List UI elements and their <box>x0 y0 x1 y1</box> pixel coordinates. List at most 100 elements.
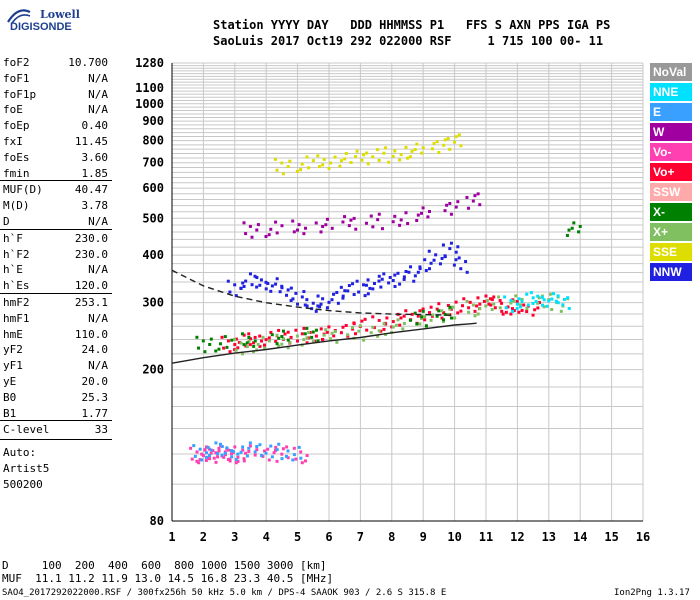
param-value: 20.0 <box>81 374 109 388</box>
echo-point <box>531 301 535 305</box>
y-tick-label: 600 <box>142 181 164 195</box>
echo-point <box>354 227 358 231</box>
echo-point <box>536 294 540 298</box>
echo-point <box>339 159 343 163</box>
param-row: C-level 33 <box>0 421 168 437</box>
param-name: D <box>3 214 10 228</box>
header-labels: Station YYYY DAY DDD HHMMSS P1 FFS S AXN… <box>213 18 611 32</box>
echo-point <box>220 335 224 339</box>
echo-point <box>393 284 397 288</box>
echo-point <box>404 309 408 313</box>
echo-point <box>421 206 425 210</box>
echo-point <box>351 282 355 286</box>
echo-point <box>274 339 278 343</box>
footer-file-info: SAO4_2017292022000.RSF / 300fx256h 50 kH… <box>2 588 447 598</box>
echo-point <box>209 451 213 455</box>
echo-point <box>286 456 290 460</box>
legend-item-vo: Vo+ <box>650 163 692 181</box>
echo-point <box>294 291 298 295</box>
param-separator <box>0 292 112 294</box>
echo-point <box>443 138 447 142</box>
echo-point <box>302 326 306 330</box>
echo-point <box>327 300 331 304</box>
echo-point <box>275 168 279 172</box>
echo-point <box>339 285 343 289</box>
echo-point <box>448 307 452 311</box>
echo-point <box>416 314 420 318</box>
echo-point <box>302 232 306 236</box>
echo-point <box>391 320 395 324</box>
echo-point <box>408 155 412 159</box>
echo-point <box>366 278 370 282</box>
echo-point <box>329 337 332 341</box>
echo-point <box>453 140 456 144</box>
echo-point <box>247 335 251 339</box>
param-value: 1.85 <box>81 166 109 180</box>
echo-point <box>244 279 248 283</box>
param-value: N/A <box>88 71 108 85</box>
echo-point <box>362 153 365 157</box>
echo-point <box>266 447 270 451</box>
echo-point <box>404 269 408 273</box>
echo-point <box>404 211 408 215</box>
echo-point <box>195 459 199 463</box>
echo-point <box>461 304 464 308</box>
param-name: foE <box>3 103 23 117</box>
echo-point <box>421 307 425 311</box>
param-value: N/A <box>88 87 108 101</box>
echo-point <box>476 312 480 316</box>
solid-profile-trace <box>171 322 477 364</box>
param-row: h`E N/A <box>0 261 168 277</box>
param-value: 230.0 <box>74 231 108 245</box>
echo-point <box>347 224 351 228</box>
echo-point <box>266 281 270 285</box>
echo-point <box>219 342 223 346</box>
echo-point <box>443 254 447 258</box>
echo-point <box>357 290 361 294</box>
echo-point <box>263 343 266 347</box>
echo-point <box>493 306 497 310</box>
echo-point <box>349 160 353 164</box>
echo-point <box>248 444 252 448</box>
echo-point <box>498 299 502 303</box>
param-row: foEs 3.60 <box>0 149 168 165</box>
echo-point <box>316 304 320 308</box>
param-name: yF1 <box>3 359 23 373</box>
echo-point <box>321 338 324 342</box>
echo-point <box>364 221 368 225</box>
echo-point <box>352 216 356 220</box>
legend-item-noval: NoVal <box>650 63 692 81</box>
x-tick-label: 7 <box>357 530 364 544</box>
echo-point <box>204 459 208 463</box>
echo-point <box>344 323 348 327</box>
echo-point <box>292 453 296 457</box>
echo-point <box>230 452 233 456</box>
param-value: 1.77 <box>81 406 109 420</box>
echo-point <box>225 345 229 349</box>
echo-point <box>341 296 345 300</box>
echo-point <box>352 321 356 325</box>
param-separator <box>0 228 112 230</box>
echo-point <box>245 345 249 349</box>
echo-point <box>220 453 224 457</box>
echo-point <box>413 274 417 278</box>
param-row: h`F 230.0 <box>0 230 168 246</box>
echo-point <box>350 326 354 330</box>
param-row: hmF2 253.1 <box>0 294 168 310</box>
echo-point <box>201 339 205 343</box>
echo-point <box>420 317 423 321</box>
echo-point <box>504 306 508 310</box>
x-tick-label: 2 <box>200 530 207 544</box>
echo-point <box>292 230 296 234</box>
param-value: 110.0 <box>74 327 108 341</box>
echo-point <box>297 445 301 449</box>
param-row: h`Es 120.0 <box>0 277 168 293</box>
echo-point <box>416 270 420 274</box>
echo-point <box>335 291 339 295</box>
x-tick-label: 3 <box>231 530 238 544</box>
echo-point <box>330 298 334 302</box>
echo-point <box>443 312 447 316</box>
echo-point <box>476 192 480 196</box>
echo-point <box>272 451 276 455</box>
echo-point <box>529 291 533 295</box>
